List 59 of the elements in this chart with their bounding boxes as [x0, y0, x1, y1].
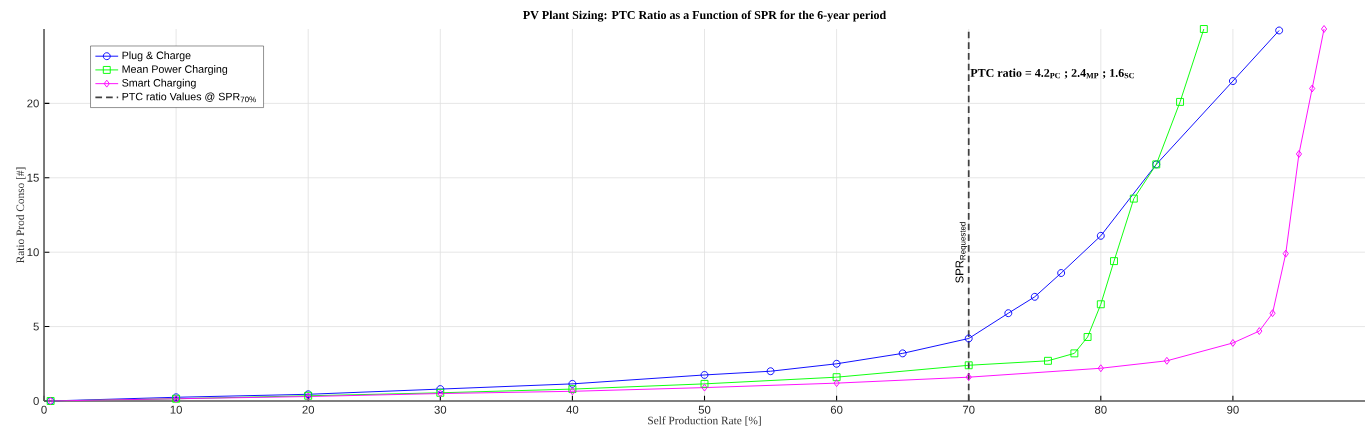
- x-axis-title: Self Production Rate [%]: [648, 416, 761, 426]
- x-tick-label: 0: [41, 405, 47, 414]
- y-tick-label: 20: [27, 99, 39, 108]
- point: [1030, 292, 1039, 301]
- y-axis-title: Ratio Prod Conso [#]: [16, 167, 26, 263]
- annotation: $\mathsf{SPR}_{\mathsf{Requested}}$: [955, 222, 968, 283]
- point: [1176, 97, 1184, 106]
- legend-label: Mean Power Charging: [122, 65, 228, 75]
- y-tick-label: 15: [27, 173, 39, 182]
- x-tick-label: 50: [698, 405, 711, 414]
- point: [1295, 150, 1303, 158]
- point: [1057, 269, 1066, 277]
- point: [766, 367, 775, 376]
- point: [1229, 339, 1236, 347]
- x-tick-label: 10: [170, 405, 182, 414]
- annotation: PTC ratio = 4.2$_{PC}$ ; 2.4$_{MP}$ ; 1.6$_{SC}$: [970, 68, 1134, 79]
- point: [1096, 300, 1105, 309]
- point: [1275, 26, 1284, 35]
- point: [898, 349, 907, 358]
- point: [964, 361, 973, 370]
- point: [1199, 25, 1208, 33]
- point: [1309, 84, 1316, 93]
- legend-label: PTC ratio Values @ SPR$_{70%}$: [122, 92, 256, 103]
- point: [965, 373, 972, 382]
- x-tick-label: 70: [962, 405, 975, 414]
- point: [1110, 257, 1118, 266]
- point: [700, 379, 709, 388]
- point: [1070, 349, 1079, 358]
- point: [832, 359, 841, 368]
- point: [1096, 231, 1105, 240]
- point: [1004, 309, 1013, 318]
- point: [832, 373, 841, 382]
- point: [1097, 364, 1104, 373]
- x-tick-label: 60: [830, 405, 843, 414]
- point: [1163, 356, 1170, 365]
- y-tick-label: 0: [33, 396, 39, 405]
- chart-title: PV Plant Sizing: PTC Ratio as a Function of SPR for the 6-year period: [523, 10, 887, 22]
- x-tick-label: 90: [1227, 405, 1239, 414]
- point: [700, 371, 709, 379]
- point: [964, 334, 973, 343]
- x-tick-label: 40: [566, 405, 579, 414]
- point: [1129, 194, 1138, 203]
- legend-label: Smart Charging: [122, 78, 196, 89]
- point: [1228, 77, 1237, 86]
- x-tick-label: 20: [302, 405, 315, 414]
- x-tick-label: 30: [434, 405, 447, 414]
- point: [1044, 356, 1052, 365]
- point: [1083, 333, 1092, 341]
- point: [1320, 25, 1328, 33]
- y-tick-label: 5: [33, 322, 39, 331]
- point: [1269, 309, 1276, 318]
- point: [1282, 249, 1289, 258]
- x-tick-label: 80: [1095, 405, 1107, 414]
- point: [833, 379, 840, 388]
- point: [1256, 327, 1263, 335]
- y-tick-label: 10: [27, 248, 39, 257]
- legend-label: Plug & Charge: [122, 51, 191, 62]
- point: [701, 383, 708, 392]
- point: [568, 379, 577, 388]
